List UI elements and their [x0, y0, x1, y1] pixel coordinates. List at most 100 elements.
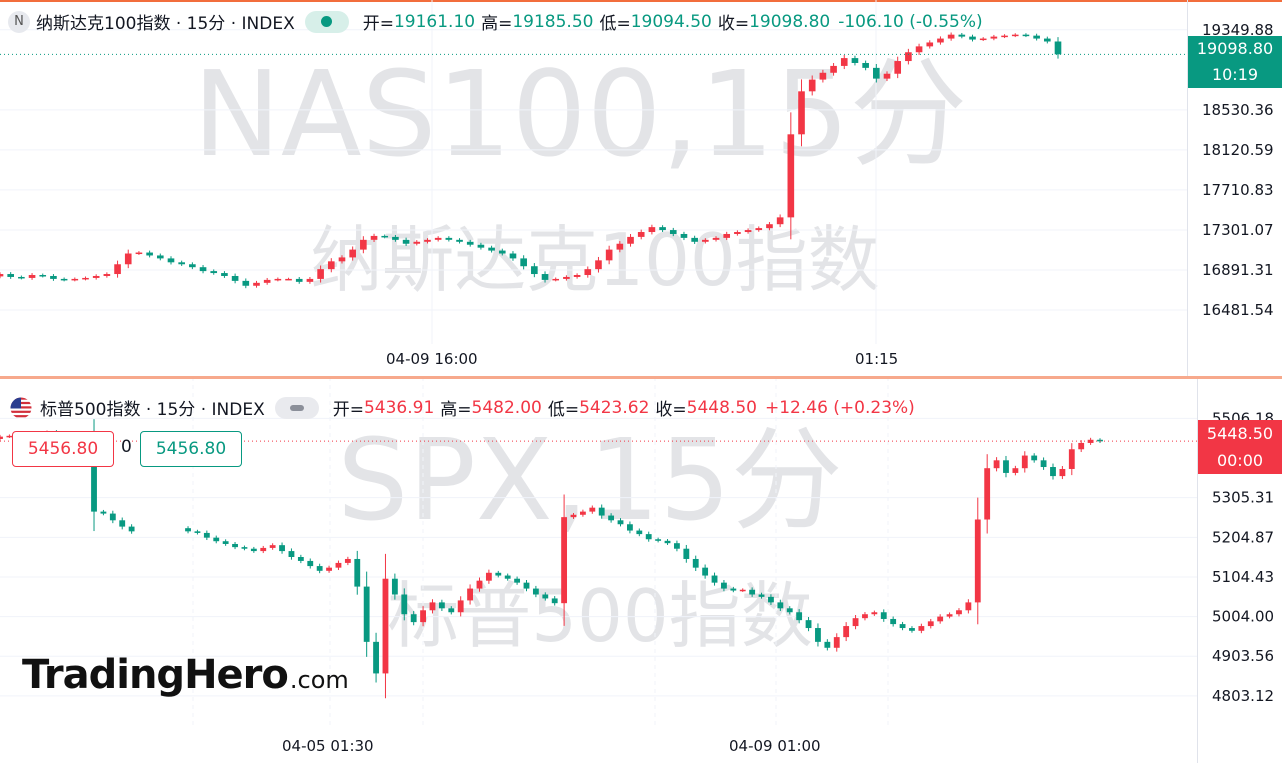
candle-body: [194, 531, 201, 533]
candle-body: [274, 278, 282, 281]
candle-body: [796, 612, 803, 621]
nas100-chart-pane[interactable]: NAS100,15分 纳斯达克100指数 19349.88 18530.36 18120…: [0, 0, 1282, 344]
candle-body: [210, 271, 218, 274]
candle-body: [532, 588, 539, 595]
candle-body: [711, 575, 718, 583]
candle-body: [269, 545, 276, 548]
candle-body: [18, 276, 25, 279]
candle-body: [60, 278, 68, 281]
spx-chart-canvas[interactable]: SPX,15分标普500指数5506.185305.315204.875104.…: [0, 379, 1282, 725]
price-tick-label: 16891.31: [1202, 261, 1274, 279]
candle-body: [815, 628, 821, 642]
high-value: 19185.50: [512, 11, 594, 32]
candle-body: [232, 543, 238, 548]
candle-body: [263, 279, 271, 283]
spx-chart-pane[interactable]: SPX,15分 标普500指数 5506.18 5305.31 5204.87 5104.…: [0, 379, 1282, 725]
candle-body: [531, 266, 538, 275]
candle-body: [250, 548, 257, 552]
candle-body: [683, 548, 690, 559]
change-value: -106.10 (-0.55%): [838, 11, 983, 32]
candle-body: [135, 252, 143, 255]
candle-body: [119, 520, 126, 527]
candle-body: [114, 264, 121, 275]
candle-body: [279, 545, 285, 552]
price-axis-border: [1187, 0, 1188, 344]
candle-body: [766, 224, 773, 229]
candle-body: [504, 575, 511, 579]
logo-wordmark: TradingHero: [22, 652, 289, 698]
close-value: 5448.50: [686, 397, 757, 418]
nas100-legend: N 纳斯达克100指数 · 15分 · INDEX 开= 19161.10 高= 1…: [8, 9, 983, 34]
open-value: 5436.91: [363, 397, 435, 418]
price-axis-border: [1197, 379, 1198, 725]
candle-body: [552, 278, 560, 281]
candle-body: [680, 233, 688, 238]
watermark-name: 纳斯达克100指数: [310, 218, 879, 302]
candle-body: [1031, 455, 1038, 461]
candle-body: [830, 65, 837, 73]
candle-body: [167, 258, 175, 263]
candle-body: [448, 608, 455, 613]
candle-body: [993, 460, 1000, 469]
open-label: 开=: [362, 14, 394, 34]
candle-body: [573, 275, 581, 277]
candle-body: [434, 237, 442, 240]
candle-body: [1001, 35, 1008, 38]
candle-body: [402, 239, 410, 244]
logo-domain: .com: [289, 666, 349, 694]
candle-body: [381, 235, 389, 238]
candle-body: [1068, 449, 1075, 469]
candle-body: [253, 282, 260, 286]
spx-time-axis[interactable]: 04-05 01:30 04-09 01:00: [0, 725, 1282, 763]
candle-body: [382, 578, 389, 674]
candle-body: [758, 594, 765, 597]
market-open-dot-icon: [321, 16, 333, 27]
candle-body: [260, 547, 267, 552]
time-axis-label: 01:15: [855, 350, 899, 368]
candle-body: [0, 436, 3, 439]
market-status-pill[interactable]: [274, 396, 319, 419]
candle-body: [297, 557, 304, 561]
candle-body: [445, 237, 453, 240]
candle-body: [570, 514, 577, 518]
bar-countdown-tag: 00:00: [1198, 447, 1282, 474]
candle-body: [363, 586, 370, 642]
price-tick-label: 5004.00: [1212, 608, 1274, 626]
spx-title[interactable]: 标普500指数 · 15分 · INDEX: [40, 400, 265, 420]
candle-body: [627, 524, 633, 531]
candle-body: [1033, 35, 1040, 39]
close-value: 19098.80: [749, 11, 831, 32]
candle-body: [306, 278, 314, 282]
spread-value: 0: [121, 437, 132, 457]
nas100-time-axis[interactable]: 04-09 16:00 01:15: [0, 344, 1282, 376]
candle-body: [241, 547, 248, 549]
nas100-title[interactable]: 纳斯达克100指数 · 15分 · INDEX: [36, 14, 295, 34]
price-tick-label: 17710.83: [1202, 181, 1274, 199]
candle-body: [805, 620, 812, 629]
candle-body: [734, 232, 741, 234]
candle-body: [542, 594, 549, 599]
candle-body: [401, 594, 408, 615]
candle-body: [103, 274, 111, 276]
sell-price-box[interactable]: 5456.80: [12, 431, 114, 467]
candle-body: [466, 241, 474, 245]
candle-body: [984, 468, 991, 520]
candle-body: [0, 274, 4, 277]
candle-body: [840, 58, 848, 66]
symbol-badge: N: [8, 10, 30, 33]
candle-body: [899, 624, 906, 629]
candle-body: [335, 562, 342, 568]
candle-body: [871, 612, 878, 615]
candle-body: [598, 507, 605, 516]
candle-body: [327, 261, 335, 270]
candle-body: [712, 237, 720, 240]
candle-body: [91, 438, 97, 512]
candle-body: [199, 267, 207, 272]
last-price-tag: 5448.50: [1198, 420, 1282, 447]
buy-price-box[interactable]: 5456.80: [140, 431, 242, 467]
close-label: 收=: [655, 400, 687, 420]
candle-body: [739, 589, 746, 592]
market-status-pill[interactable]: [304, 10, 349, 33]
pane-separator[interactable]: [0, 376, 1282, 379]
